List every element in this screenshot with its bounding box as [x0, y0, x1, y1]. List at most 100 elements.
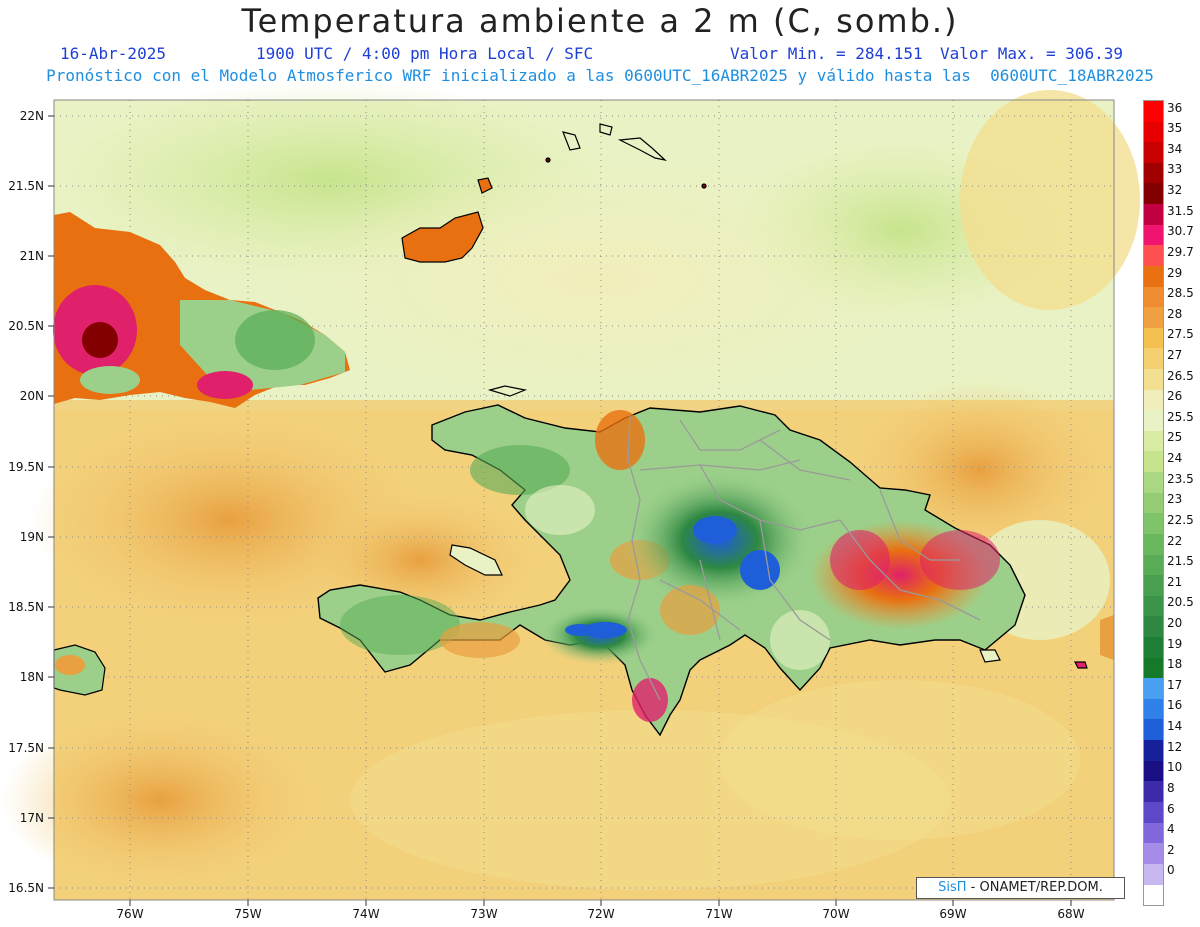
lat-label: 18N: [20, 670, 44, 684]
legend-label: 21.5: [1167, 554, 1194, 569]
lon-label: 70W: [822, 907, 849, 921]
puerto-rico-edge: [1100, 615, 1114, 660]
legend-swatch: [1144, 781, 1163, 803]
lon-label: 69W: [939, 907, 966, 921]
graticule: [54, 100, 1114, 900]
credit-box: SisΠ - ONAMET/REP.DOM.: [916, 877, 1125, 899]
legend-swatch: [1144, 575, 1163, 597]
legend-swatch: [1144, 678, 1163, 700]
lon-label: 71W: [705, 907, 732, 921]
value-min: Valor Min. = 284.151: [730, 44, 923, 63]
legend-label: 27: [1167, 348, 1183, 362]
legend-swatch: [1144, 533, 1163, 556]
lon-label: 76W: [116, 907, 143, 921]
cuba-landmass: [53, 212, 350, 408]
credit-text: - ONAMET/REP.DOM.: [966, 880, 1103, 895]
legend-label: 21: [1167, 574, 1183, 589]
legend-swatch: [1144, 204, 1163, 226]
lat-label: 18.5N: [8, 600, 44, 614]
legend-swatch: [1144, 430, 1163, 452]
legend-swatch: [1144, 121, 1163, 143]
legend-label: 25.5: [1167, 409, 1194, 424]
legend-label: 36: [1167, 100, 1183, 115]
legend-label: 22: [1167, 533, 1183, 548]
legend-swatch: [1144, 327, 1163, 349]
lon-label: 68W: [1057, 907, 1084, 921]
lon-label: 74W: [352, 907, 379, 921]
legend-label: 19: [1167, 636, 1183, 651]
legend-swatch: [1144, 595, 1163, 617]
legend-swatch: [1144, 142, 1163, 164]
sispi-logo: SisΠ: [938, 880, 967, 895]
legend-label: 35: [1167, 121, 1183, 136]
value-max: Valor Max. = 306.39: [940, 44, 1124, 63]
legend-label: 28: [1167, 306, 1183, 321]
legend-label: 0: [1167, 863, 1175, 878]
gonave-island: [449, 544, 1088, 669]
legend-label: 24: [1167, 451, 1183, 466]
legend-swatch: [1144, 224, 1163, 246]
legend-swatch: [1144, 472, 1163, 494]
legend-label: 12: [1167, 739, 1183, 754]
longitude-axis: 76W 75W 74W 73W 72W 71W 70W 69W 68W: [116, 900, 1085, 921]
lat-label: 19N: [20, 530, 44, 544]
legend-label: 10: [1167, 760, 1183, 775]
legend-swatch: [1144, 307, 1163, 329]
lat-label: 20.5N: [8, 319, 44, 333]
map-title: Temperatura ambiente a 2 m (C, somb.): [241, 2, 959, 40]
legend-label: 18: [1167, 657, 1183, 672]
forecast-info: Pronóstico con el Modelo Atmosferico WRF…: [46, 66, 1154, 85]
lon-label: 72W: [587, 907, 614, 921]
forecast-date: 16-Abr-2025: [60, 44, 166, 63]
hispaniola-landmass: [317, 404, 1026, 737]
legend-label: 23: [1167, 492, 1183, 507]
legend-swatch: [1144, 698, 1163, 720]
legend-swatch: [1144, 348, 1163, 370]
legend-swatch: [1144, 451, 1163, 473]
legend-swatch: [1144, 286, 1163, 308]
legend-label: 23.5: [1167, 471, 1194, 486]
lat-label: 20N: [20, 389, 44, 403]
legend-label: 27.5: [1167, 327, 1194, 342]
lat-label: 17N: [20, 811, 44, 825]
legend-swatch: [1144, 719, 1163, 741]
legend-label: 4: [1167, 822, 1175, 837]
lat-label: 16.5N: [8, 881, 44, 895]
legend-swatch: [1144, 822, 1163, 844]
legend-label: 30.7: [1167, 224, 1194, 239]
bahamas-islands: [401, 123, 707, 397]
lon-label: 75W: [234, 907, 261, 921]
legend-swatch: [1144, 843, 1163, 865]
legend-swatch: [1144, 162, 1163, 184]
legend-swatch: [1144, 616, 1163, 638]
latitude-axis: 22N 21.5N 21N 20.5N 20N 19.5N 19N 18.5N …: [8, 109, 54, 895]
legend-swatch: [1144, 183, 1163, 205]
color-legend: [1143, 100, 1164, 906]
legend-label: 31.5: [1167, 203, 1194, 218]
legend-label: 34: [1167, 141, 1183, 156]
legend-swatch: [1144, 513, 1163, 535]
legend-label: 29: [1167, 265, 1183, 280]
lat-label: 17.5N: [8, 741, 44, 755]
legend-swatch: [1144, 760, 1163, 782]
legend-label: 33: [1167, 162, 1183, 177]
legend-label: 26: [1167, 389, 1183, 404]
legend-label: 26.5: [1167, 368, 1194, 383]
legend-swatch: [1144, 637, 1163, 659]
legend-label: 22.5: [1167, 512, 1194, 527]
legend-label: 28.5: [1167, 286, 1194, 301]
legend-label: 25: [1167, 430, 1183, 445]
legend-swatch: [1144, 492, 1163, 514]
legend-swatch: [1144, 554, 1163, 576]
legend-swatch: [1144, 389, 1163, 411]
legend-swatch: [1144, 657, 1163, 679]
legend-swatch: [1144, 863, 1163, 885]
jamaica-landmass: [53, 644, 106, 696]
legend-swatch: [1144, 265, 1163, 288]
legend-swatch: [1144, 369, 1163, 391]
lat-label: 22N: [20, 109, 44, 123]
lat-label: 21N: [20, 249, 44, 263]
forecast-time: 1900 UTC / 4:00 pm Hora Local / SFC: [256, 44, 594, 63]
legend-label: 20: [1167, 616, 1183, 630]
